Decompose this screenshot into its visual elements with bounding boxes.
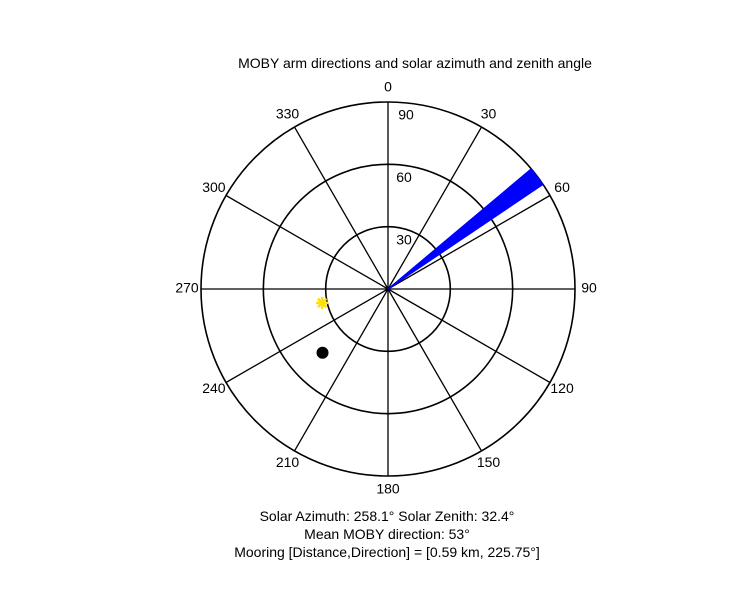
radial-tick-30: 30 (396, 231, 412, 247)
moby-arm-line-12 (387, 184, 544, 290)
polar-grid (200, 101, 576, 477)
angle-tick-270: 270 (175, 280, 199, 296)
spoke-300 (225, 194, 389, 290)
angle-tick-0: 0 (384, 79, 392, 95)
plot-data (316, 168, 544, 359)
angle-tick-60: 60 (554, 179, 570, 195)
mooring-info-text: Mooring [Distance,Direction] = [0.59 km,… (234, 544, 540, 560)
radial-tick-90: 90 (398, 107, 414, 123)
angle-tick-330: 330 (276, 106, 300, 122)
angle-tick-90: 90 (581, 280, 597, 296)
spoke-60 (387, 194, 551, 290)
chart-title: MOBY arm directions and solar azimuth an… (238, 55, 592, 71)
spoke-150 (387, 288, 483, 452)
angle-tick-120: 120 (550, 380, 574, 396)
tick-labels: 0 30 60 90 120 150 180 210 240 270 300 330 30 60 90 (175, 79, 597, 497)
angle-tick-210: 210 (276, 454, 300, 470)
spoke-210 (293, 288, 389, 452)
spoke-30 (387, 126, 483, 290)
angle-tick-240: 240 (202, 380, 226, 396)
mooring-marker (316, 346, 329, 359)
radial-tick-60: 60 (396, 169, 412, 185)
angle-tick-30: 30 (481, 106, 497, 122)
spoke-240 (225, 288, 389, 384)
solar-info-text: Solar Azimuth: 258.1° Solar Zenith: 32.4… (259, 508, 515, 524)
sun-marker (316, 296, 329, 309)
angle-tick-300: 300 (202, 179, 226, 195)
sun-core (319, 299, 326, 306)
spoke-330 (293, 126, 389, 290)
spoke-120 (387, 288, 551, 384)
angle-tick-180: 180 (376, 481, 400, 497)
angle-tick-150: 150 (477, 454, 501, 470)
moby-direction-text: Mean MOBY direction: 53° (304, 526, 470, 542)
